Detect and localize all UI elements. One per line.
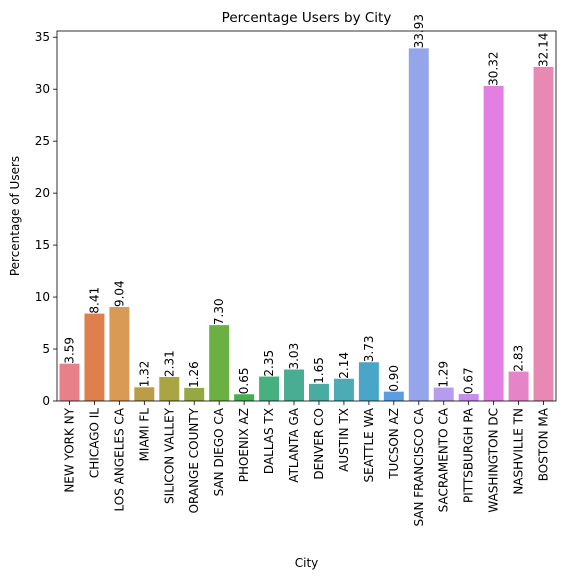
x-tick-label: BOSTON MA [537, 407, 551, 481]
bar [134, 387, 155, 401]
data-label: 2.83 [512, 345, 526, 372]
x-tick-label: DENVER CO [312, 408, 326, 480]
data-label: 1.26 [187, 361, 201, 388]
x-tick-label: PHOENIX AZ [237, 408, 251, 482]
x-tick-label: SAN FRANCISCO CA [412, 407, 426, 526]
x-axis-label: City [295, 556, 319, 570]
data-label: 1.65 [312, 357, 326, 384]
x-tick-label: MIAMI FL [137, 408, 151, 462]
data-label: 1.32 [137, 361, 151, 388]
y-tick-label: 15 [35, 238, 50, 252]
x-tick-label: ATLANTA GA [287, 407, 301, 482]
x-tick-label: LOS ANGELES CA [112, 407, 126, 511]
bar [259, 376, 280, 401]
x-tick-label: TUCSON AZ [387, 408, 401, 480]
x-tick-label: NASHVILLE TN [512, 408, 526, 495]
chart-title: Percentage Users by City [222, 10, 392, 26]
x-tick-label: SEATTLE WA [362, 407, 376, 482]
x-tick-label: NEW YORK NY [62, 407, 76, 492]
y-tick-label: 30 [35, 82, 50, 96]
bar [84, 313, 105, 401]
y-axis-label: Percentage of Users [8, 156, 22, 276]
data-label: 30.32 [487, 52, 501, 86]
data-label: 0.67 [462, 367, 476, 394]
bar [483, 85, 504, 401]
data-label: 3.03 [287, 343, 301, 370]
bar [308, 383, 329, 401]
bar [508, 371, 529, 401]
x-tick-label: PITTSBURGH PA [462, 407, 476, 503]
x-tick-label: ORANGE COUNTY [187, 407, 201, 513]
y-tick-label: 10 [35, 290, 50, 304]
y-tick-label: 5 [42, 342, 50, 356]
bar [383, 391, 404, 401]
bar [59, 363, 80, 401]
bar [458, 394, 479, 401]
data-label: 3.59 [62, 337, 76, 364]
bar [433, 387, 454, 401]
x-tick-label: WASHINGTON DC [487, 408, 501, 513]
data-label: 3.73 [362, 336, 376, 363]
data-label: 0.90 [387, 365, 401, 392]
y-tick-label: 25 [35, 134, 50, 148]
bar [533, 66, 554, 402]
bar [358, 362, 379, 401]
y-axis: 0 5 10 15 20 25 30 35 [35, 30, 57, 408]
y-tick-label: 35 [35, 30, 50, 44]
bar [284, 369, 305, 401]
x-tick-label: SILICON VALLEY [162, 407, 176, 504]
y-tick-label: 20 [35, 186, 50, 200]
bar [184, 387, 205, 401]
x-tick-label: CHICAGO IL [87, 408, 101, 478]
bar [333, 378, 354, 401]
x-tick-label: DALLAS TX [262, 408, 276, 474]
data-label: 0.65 [237, 368, 251, 395]
plot-frame [56, 30, 557, 402]
bar [234, 394, 255, 401]
x-tick-label: AUSTIN TX [337, 408, 351, 472]
data-label: 9.04 [112, 280, 126, 307]
bar [159, 376, 180, 401]
data-label: 2.31 [162, 350, 176, 377]
data-labels-group: 3.59 8.41 9.04 1.32 2.31 1.26 7.30 0.65 2.35 3.03… [62, 14, 550, 394]
x-axis: NEW YORK NY CHICAGO IL LOS ANGELES CA MIAMI… [62, 401, 551, 527]
data-label: 2.14 [337, 352, 351, 379]
bars-group [59, 48, 554, 402]
x-tick-label: SACRAMENTO CA [437, 407, 451, 512]
data-label: 8.41 [87, 287, 101, 314]
x-tick-label: SAN DIEGO CA [212, 407, 226, 496]
data-label: 1.29 [437, 361, 451, 388]
data-label: 2.35 [262, 350, 276, 377]
data-label: 32.14 [537, 33, 551, 67]
data-label: 7.30 [212, 298, 226, 325]
bar [408, 48, 429, 401]
y-tick-label: 0 [42, 394, 50, 408]
bar [109, 307, 130, 401]
bar [209, 325, 230, 401]
